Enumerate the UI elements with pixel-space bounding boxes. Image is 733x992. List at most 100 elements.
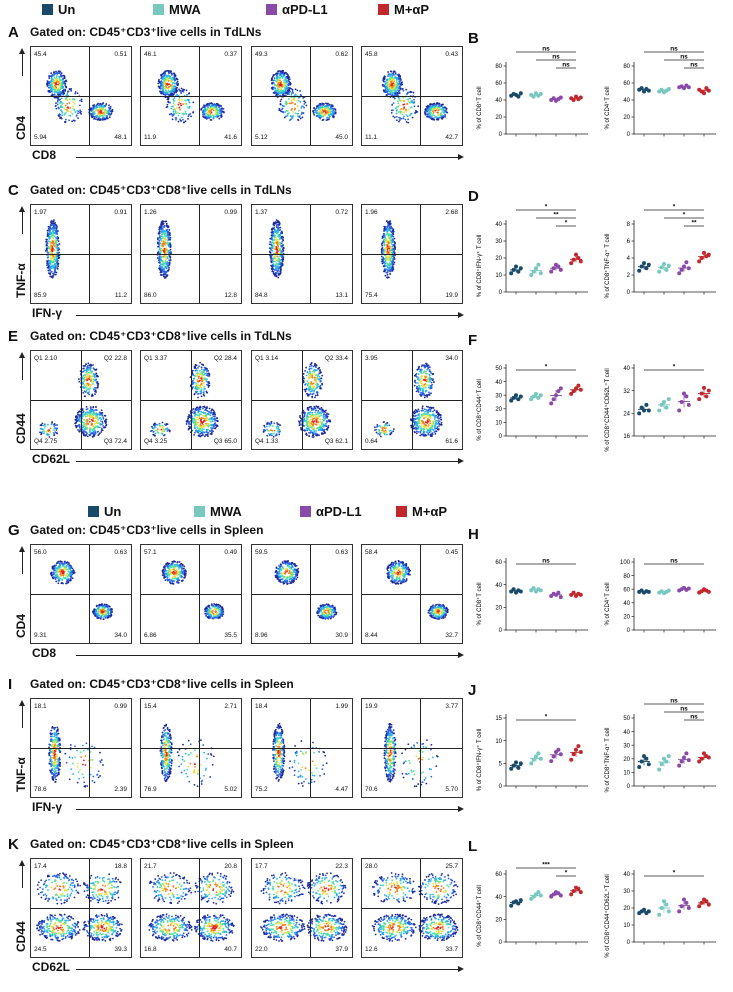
- event-dot: [388, 240, 391, 243]
- event-dot: [55, 75, 58, 78]
- event-dot: [192, 111, 195, 113]
- event-dot: [91, 416, 93, 419]
- event-dot: [51, 74, 54, 77]
- event-dot: [172, 98, 175, 101]
- event-dot: [407, 91, 409, 94]
- event-dot: [389, 259, 392, 262]
- event-dot: [324, 109, 327, 112]
- event-dot: [85, 384, 88, 387]
- event-dot: [167, 89, 170, 92]
- swatch: [396, 506, 407, 517]
- event-dot: [169, 101, 171, 104]
- event-dot: [196, 390, 198, 393]
- event-dot: [391, 86, 394, 88]
- event-dot: [160, 80, 163, 82]
- event-dot: [52, 431, 55, 434]
- event-dot: [60, 83, 63, 86]
- event-dot: [217, 112, 220, 115]
- event-dot: [203, 385, 206, 388]
- event-dot: [61, 114, 64, 117]
- event-dot: [92, 364, 94, 366]
- event-dot: [200, 434, 203, 437]
- event-dot: [405, 88, 408, 91]
- event-dot: [391, 73, 393, 76]
- x-axis-label: IFN-γ: [32, 306, 62, 320]
- quadrant-value: 0.62: [335, 51, 348, 58]
- event-dot: [292, 111, 295, 113]
- event-dot: [395, 90, 397, 93]
- event-dot: [104, 105, 106, 107]
- event-dot: [275, 246, 278, 248]
- event-dot: [50, 245, 52, 248]
- event-dot: [300, 113, 303, 116]
- event-dot: [396, 78, 398, 81]
- quadrant-value: 19.9: [445, 292, 458, 299]
- event-dot: [192, 422, 195, 424]
- event-dot: [272, 75, 274, 78]
- event-dot: [111, 110, 114, 113]
- event-dot: [430, 103, 433, 106]
- event-dot: [183, 121, 185, 124]
- event-dot: [397, 83, 400, 86]
- event-dot: [278, 223, 281, 226]
- event-dot: [63, 82, 65, 84]
- event-dot: [277, 229, 280, 232]
- event-dot: [89, 412, 92, 415]
- event-dot: [277, 263, 280, 266]
- event-dot: [197, 427, 199, 430]
- event-dot: [383, 244, 386, 247]
- event-dot: [68, 98, 71, 101]
- event-dot: [303, 103, 306, 105]
- event-dot: [275, 274, 278, 277]
- event-dot: [176, 111, 179, 114]
- event-dot: [207, 435, 209, 437]
- event-dot: [56, 78, 59, 81]
- event-dot: [210, 104, 213, 107]
- event-dot: [87, 411, 90, 414]
- event-dot: [160, 231, 163, 234]
- event-dot: [217, 115, 220, 118]
- event-dot: [215, 107, 218, 110]
- event-dot: [273, 257, 276, 260]
- event-dot: [51, 227, 54, 229]
- event-dot: [294, 88, 297, 91]
- event-dot: [200, 410, 203, 413]
- event-dot: [403, 115, 405, 118]
- event-dot: [169, 70, 172, 72]
- event-dot: [193, 393, 196, 396]
- event-dot: [95, 118, 97, 121]
- event-dot: [319, 102, 322, 105]
- event-dot: [166, 265, 168, 268]
- event-dot: [393, 237, 396, 240]
- gating-title: Gated on: CD45⁺CD3⁺CD8⁺live cells in TdL…: [30, 329, 292, 343]
- event-dot: [278, 107, 281, 110]
- event-dot: [164, 255, 167, 258]
- event-dot: [417, 105, 420, 108]
- event-dot: [202, 370, 204, 373]
- event-dot: [50, 258, 52, 260]
- event-dot: [178, 89, 181, 92]
- event-dot: [206, 419, 209, 422]
- quadrant-value: 0.72: [335, 209, 348, 216]
- event-dot: [275, 93, 278, 96]
- event-dot: [104, 118, 106, 121]
- event-dot: [303, 100, 306, 103]
- event-dot: [280, 242, 283, 245]
- event-dot: [212, 427, 215, 429]
- legend-label: Un: [58, 2, 76, 17]
- flow-plot: 1.37 0.72 84.8 13.1: [251, 204, 353, 304]
- event-dot: [300, 106, 303, 109]
- event-dot: [82, 391, 85, 394]
- legend-item: Un: [42, 2, 75, 17]
- event-dot: [385, 229, 388, 232]
- event-dot: [395, 112, 398, 115]
- event-dot: [83, 369, 86, 372]
- event-dot: [390, 251, 393, 254]
- event-dot: [164, 230, 166, 233]
- event-dot: [51, 256, 54, 259]
- event-dot: [436, 107, 439, 110]
- legend-label: M+αP: [394, 2, 430, 17]
- event-dot: [172, 108, 175, 111]
- event-dot: [158, 241, 161, 244]
- event-dot: [202, 393, 205, 396]
